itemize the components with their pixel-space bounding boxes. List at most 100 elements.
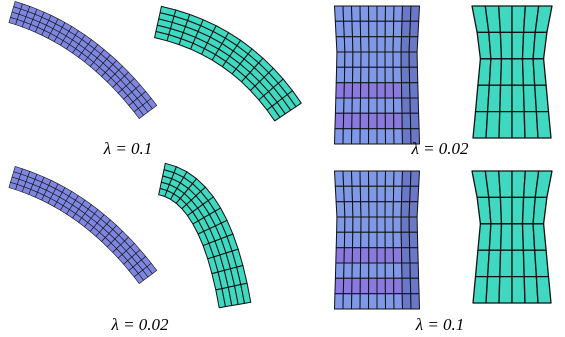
- mesh-cell: [394, 171, 403, 186]
- mesh-cell: [377, 6, 386, 21]
- mesh-cell: [335, 263, 344, 278]
- mesh-cell: [369, 263, 377, 278]
- mesh-cell: [369, 202, 377, 217]
- mesh-cell: [353, 37, 362, 52]
- mesh-cell: [385, 171, 394, 186]
- mesh-cell: [361, 67, 369, 82]
- mesh-cell: [500, 85, 512, 111]
- mesh-cell: [352, 248, 360, 263]
- mesh-cell: [344, 37, 353, 52]
- mesh-cell: [499, 6, 512, 32]
- mesh-cell: [344, 232, 352, 247]
- mesh-cell: [512, 85, 524, 111]
- caption: λ = 0.1: [415, 315, 465, 334]
- mesh-cell: [409, 37, 418, 52]
- mesh-cell: [335, 171, 344, 186]
- mesh-cell: [393, 83, 401, 98]
- mesh-cell: [361, 83, 369, 98]
- mesh-cell: [393, 186, 402, 201]
- mesh-cell: [410, 248, 419, 263]
- caption: λ = 0.1: [103, 139, 153, 158]
- mesh-cell: [402, 248, 411, 263]
- mesh-cell: [336, 67, 345, 82]
- mesh-cell: [336, 37, 345, 52]
- mesh-cell: [369, 52, 377, 67]
- mesh-cell: [489, 197, 502, 223]
- mesh-cell: [377, 294, 386, 309]
- mesh-cell: [385, 113, 394, 128]
- mesh-cell: [361, 217, 369, 232]
- mesh-cell: [409, 67, 418, 82]
- mesh-cell: [410, 263, 419, 278]
- mesh-cell: [501, 224, 512, 250]
- mesh-cell: [512, 197, 524, 223]
- mesh-cell: [360, 113, 369, 128]
- mesh-cell: [360, 129, 369, 144]
- mesh-cell: [473, 112, 488, 138]
- mesh-cell: [385, 37, 393, 52]
- mesh-cell: [385, 21, 394, 36]
- mesh-cell: [402, 83, 411, 98]
- mesh-cell: [401, 67, 409, 82]
- mesh-cell: [336, 83, 345, 98]
- mesh-cell: [369, 129, 378, 144]
- mesh-cell: [343, 129, 352, 144]
- mesh-cell: [369, 67, 377, 82]
- mesh-cell: [401, 232, 409, 247]
- mesh-cell: [401, 217, 409, 232]
- mesh-cell: [337, 52, 345, 67]
- mesh-cell: [344, 263, 353, 278]
- mesh-cell: [377, 129, 386, 144]
- mesh-cell: [535, 171, 552, 197]
- mesh-cell: [336, 248, 345, 263]
- mesh-cell: [535, 250, 549, 276]
- mesh-cell: [343, 171, 352, 186]
- mesh-cell: [336, 202, 345, 217]
- figure: λ = 0.1 λ = 0.02 λ = 0.02 λ = 0.1: [0, 0, 565, 337]
- mesh-cell: [385, 294, 394, 309]
- mesh-cell: [385, 67, 393, 82]
- mesh-cell: [377, 202, 385, 217]
- mesh-cell: [352, 6, 361, 21]
- mesh-cell: [335, 186, 344, 201]
- mesh-cell: [343, 6, 352, 21]
- mesh-cell: [369, 217, 377, 232]
- caption: λ = 0.02: [410, 139, 469, 158]
- mesh-cell: [352, 113, 361, 128]
- mesh-cell: [512, 250, 524, 276]
- mesh-cell: [377, 248, 385, 263]
- mesh-cell: [369, 248, 377, 263]
- mesh-cell: [360, 294, 369, 309]
- mesh-cell: [536, 112, 551, 138]
- mesh-cell: [377, 113, 385, 128]
- mesh-cell: [402, 113, 411, 128]
- mesh-cell: [385, 6, 394, 21]
- mesh-cell: [369, 294, 378, 309]
- mesh-cell: [369, 37, 377, 52]
- mesh-cell: [410, 21, 419, 36]
- mesh-cell: [486, 112, 500, 138]
- mesh-cell: [402, 278, 411, 293]
- mesh-cell: [536, 277, 551, 303]
- mesh-cell: [353, 217, 361, 232]
- mesh-cell: [360, 21, 369, 36]
- mesh-cell: [411, 294, 420, 309]
- mesh-cell: [533, 59, 546, 85]
- mesh-cell: [512, 112, 525, 138]
- mesh-cell: [344, 21, 353, 36]
- mesh-cell: [377, 21, 385, 36]
- mesh-cell: [360, 98, 369, 113]
- mesh-cell: [377, 98, 385, 113]
- mesh-cell: [360, 6, 369, 21]
- mesh-cell: [393, 52, 401, 67]
- mesh-cell: [345, 52, 353, 67]
- mesh-cell: [409, 202, 418, 217]
- mesh-cell: [336, 232, 345, 247]
- mesh-cell: [385, 278, 394, 293]
- mesh-cell: [335, 113, 344, 128]
- mesh-cell: [361, 52, 369, 67]
- mesh-cell: [353, 232, 361, 247]
- mesh-cell: [353, 52, 361, 67]
- mesh-cell: [369, 98, 377, 113]
- mesh-cell: [402, 98, 411, 113]
